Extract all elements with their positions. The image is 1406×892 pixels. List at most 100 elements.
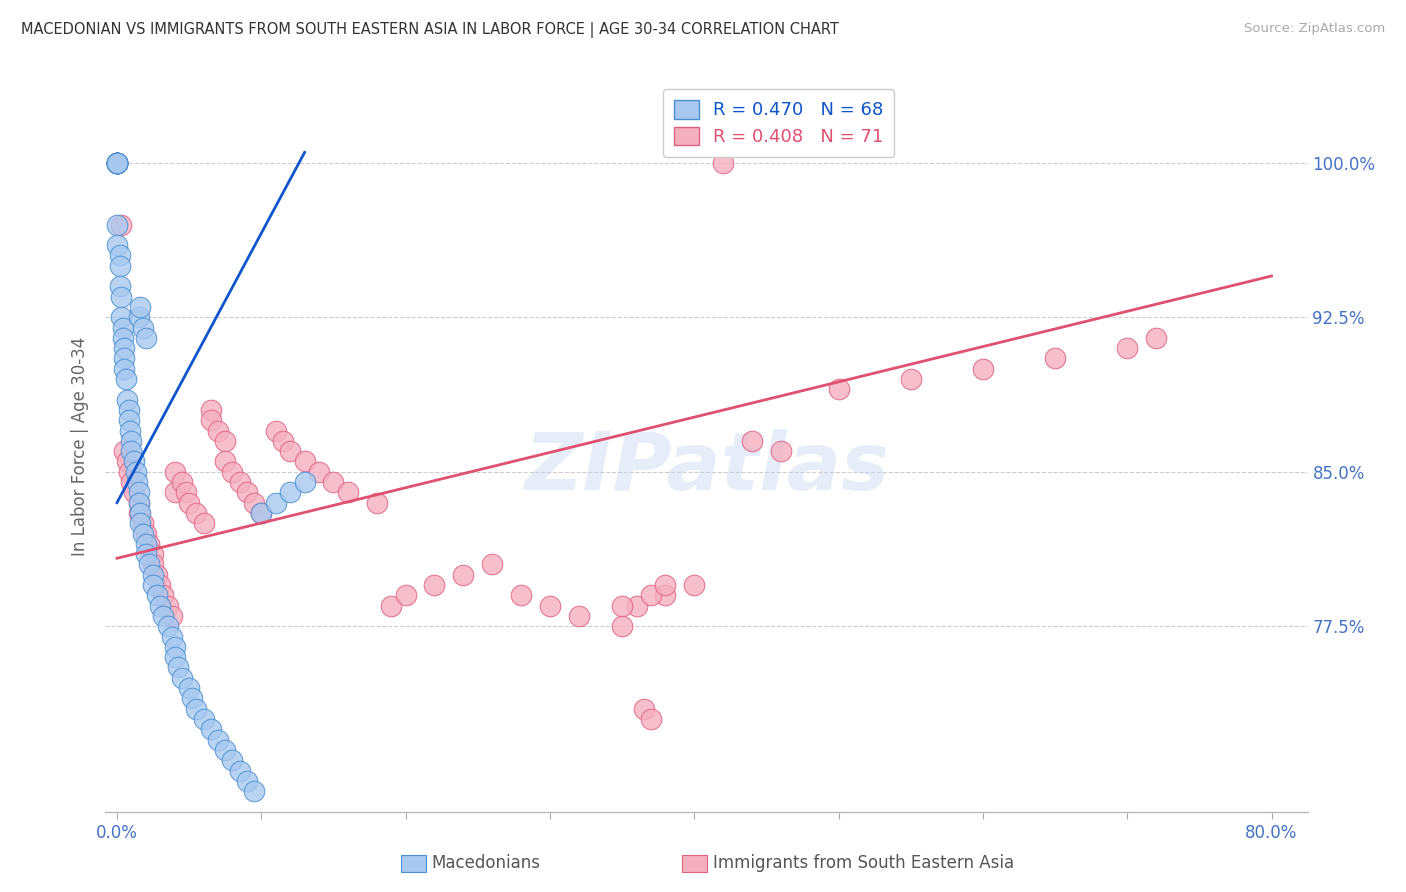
- Point: [135, 537, 157, 551]
- Text: MACEDONIAN VS IMMIGRANTS FROM SOUTH EASTERN ASIA IN LABOR FORCE | AGE 30-34 CORR: MACEDONIAN VS IMMIGRANTS FROM SOUTH EAST…: [21, 22, 839, 38]
- Point: [221, 753, 243, 767]
- Point: [510, 588, 533, 602]
- Point: [294, 475, 316, 489]
- Point: [163, 485, 186, 500]
- Point: [142, 547, 165, 561]
- Point: [827, 382, 849, 396]
- Point: [110, 290, 132, 304]
- Point: [146, 567, 169, 582]
- Point: [105, 155, 128, 169]
- Point: [135, 547, 157, 561]
- Point: [243, 784, 266, 798]
- Point: [138, 558, 160, 572]
- Point: [207, 424, 229, 438]
- Point: [156, 599, 179, 613]
- Point: [186, 506, 208, 520]
- Point: [128, 310, 150, 325]
- Point: [129, 300, 152, 314]
- Point: [250, 506, 273, 520]
- Point: [110, 310, 132, 325]
- Point: [278, 485, 301, 500]
- Point: [152, 588, 174, 602]
- Point: [142, 567, 165, 582]
- Point: [633, 702, 655, 716]
- Point: [142, 578, 165, 592]
- Point: [105, 155, 128, 169]
- Point: [179, 681, 201, 695]
- Point: [610, 599, 633, 613]
- Point: [105, 155, 128, 169]
- Point: [111, 320, 134, 334]
- Point: [160, 630, 183, 644]
- Point: [105, 218, 128, 232]
- Point: [138, 537, 160, 551]
- Point: [711, 155, 734, 169]
- Point: [243, 496, 266, 510]
- Point: [174, 485, 197, 500]
- Point: [135, 331, 157, 345]
- Point: [166, 660, 188, 674]
- Point: [654, 588, 676, 602]
- Point: [149, 578, 172, 592]
- Point: [163, 465, 186, 479]
- Y-axis label: In Labor Force | Age 30-34: In Labor Force | Age 30-34: [72, 336, 90, 556]
- Point: [181, 691, 204, 706]
- Point: [108, 248, 131, 262]
- Point: [179, 496, 201, 510]
- Point: [129, 516, 152, 531]
- Point: [610, 619, 633, 633]
- Point: [228, 764, 250, 778]
- Point: [170, 475, 193, 489]
- Point: [294, 454, 316, 468]
- Point: [112, 351, 135, 366]
- Point: [105, 155, 128, 169]
- Point: [127, 475, 149, 489]
- Point: [146, 588, 169, 602]
- Point: [115, 454, 138, 468]
- Point: [228, 475, 250, 489]
- Text: Source: ZipAtlas.com: Source: ZipAtlas.com: [1244, 22, 1385, 36]
- Point: [683, 578, 706, 592]
- Point: [200, 403, 222, 417]
- Point: [112, 444, 135, 458]
- Point: [336, 485, 359, 500]
- Point: [236, 773, 259, 788]
- Point: [654, 578, 676, 592]
- Point: [626, 599, 648, 613]
- Point: [149, 599, 172, 613]
- Text: Immigrants from South Eastern Asia: Immigrants from South Eastern Asia: [713, 855, 1014, 872]
- Point: [114, 372, 136, 386]
- Point: [640, 588, 662, 602]
- Point: [124, 485, 146, 500]
- Point: [1043, 351, 1066, 366]
- Point: [132, 526, 155, 541]
- Point: [250, 506, 273, 520]
- Text: ZIPatlas: ZIPatlas: [524, 429, 889, 507]
- Point: [108, 259, 131, 273]
- Point: [236, 485, 259, 500]
- Point: [132, 516, 155, 531]
- Point: [142, 558, 165, 572]
- Point: [105, 155, 128, 169]
- Point: [105, 155, 128, 169]
- Point: [193, 712, 215, 726]
- Point: [380, 599, 402, 613]
- Point: [1144, 331, 1167, 345]
- Point: [105, 238, 128, 252]
- Point: [112, 341, 135, 355]
- Point: [125, 465, 148, 479]
- Point: [423, 578, 446, 592]
- Point: [108, 279, 131, 293]
- Point: [117, 403, 139, 417]
- Point: [163, 640, 186, 654]
- Point: [278, 444, 301, 458]
- Point: [264, 496, 287, 510]
- Point: [170, 671, 193, 685]
- Point: [128, 506, 150, 520]
- Point: [124, 454, 146, 468]
- Point: [221, 465, 243, 479]
- Point: [394, 588, 416, 602]
- Point: [271, 434, 294, 448]
- Point: [481, 558, 503, 572]
- Text: Macedonians: Macedonians: [432, 855, 541, 872]
